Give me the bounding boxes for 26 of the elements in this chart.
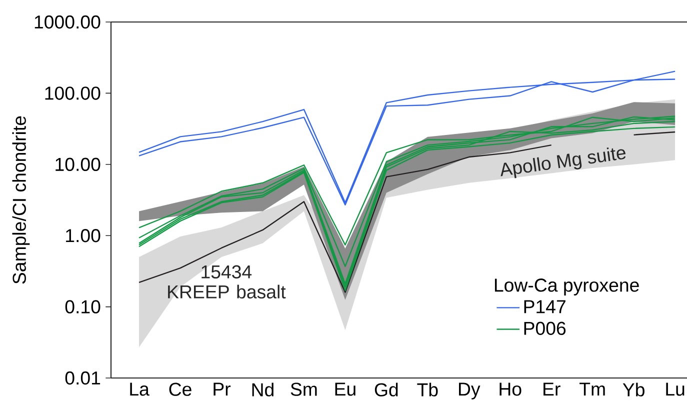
x-tick-label: Yb — [622, 382, 644, 396]
x-tick-label: Sm — [290, 382, 317, 396]
y-axis-title: Sample/CI chondrite — [12, 116, 30, 284]
x-tick-label: Eu — [335, 382, 356, 396]
x-tick-label: Gd — [374, 382, 398, 396]
x-tick-label: Lu — [666, 382, 684, 396]
y-tick-label: 10.00 — [56, 158, 100, 172]
x-tick-label: Ho — [500, 382, 522, 396]
legend-title: Low-Ca pyroxene — [494, 278, 639, 296]
x-tick-label: Dy — [459, 382, 480, 400]
x-tick-label: Pr — [214, 382, 231, 396]
y-tick-label: 1000.00 — [34, 15, 100, 29]
x-tick-label: Nd — [252, 382, 274, 396]
y-tick-label: 100.00 — [45, 86, 100, 100]
legend-label: P006 — [524, 322, 566, 335]
y-tick-label: 1.00 — [66, 228, 100, 242]
x-tick-label: Tb — [417, 382, 438, 396]
annotation: Apollo Mg suite — [500, 147, 626, 178]
x-tick-label: La — [130, 382, 150, 396]
annotation: 15434 KREEP basalt — [168, 265, 286, 298]
x-tick-label: Ce — [169, 382, 192, 396]
y-tick-label: 0.10 — [65, 300, 100, 314]
x-tick-label: Tm — [580, 382, 605, 396]
legend-label: P147 — [524, 300, 566, 314]
x-tick-label: Er — [544, 382, 560, 396]
y-tick-label: 0.01 — [65, 371, 100, 385]
